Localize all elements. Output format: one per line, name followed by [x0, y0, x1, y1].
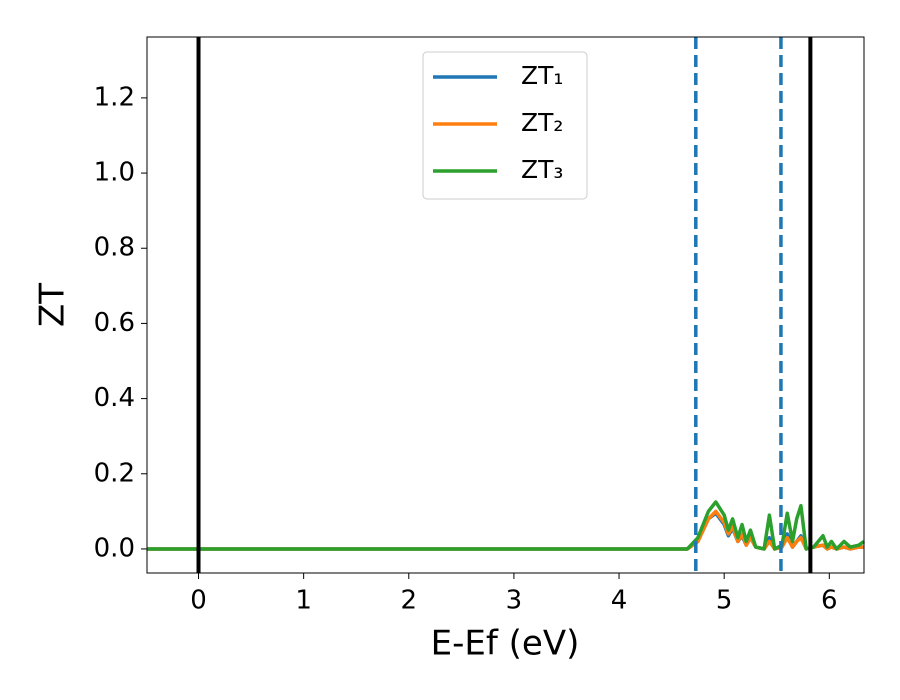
x-tick-label: 0	[190, 586, 207, 616]
y-tick-label: 0.2	[94, 458, 135, 488]
y-tick-label: 0.0	[94, 533, 135, 563]
y-tick-label: 0.8	[94, 233, 135, 263]
plot-frame	[146, 36, 865, 574]
y-tick-label: 0.4	[94, 383, 135, 413]
legend-box	[422, 51, 588, 200]
legend-label: ZT₁	[521, 61, 563, 90]
x-tick-label: 2	[401, 586, 418, 616]
x-tick-label: 3	[506, 586, 523, 616]
y-tick-label: 1.0	[94, 158, 135, 188]
legend-label: ZT₂	[521, 108, 563, 137]
legend-label: ZT₃	[521, 155, 563, 184]
x-axis-label: E-Ef (eV)	[431, 624, 580, 664]
x-tick-label: 1	[295, 586, 312, 616]
y-tick-label: 1.2	[94, 82, 135, 112]
series-line	[147, 500, 866, 551]
x-tick-label: 6	[821, 586, 838, 616]
y-axis-label: ZT	[33, 283, 73, 327]
x-tick-label: 5	[716, 586, 733, 616]
series-line	[147, 509, 864, 551]
x-tick-label: 4	[611, 586, 628, 616]
y-tick-label: 0.6	[94, 308, 135, 338]
